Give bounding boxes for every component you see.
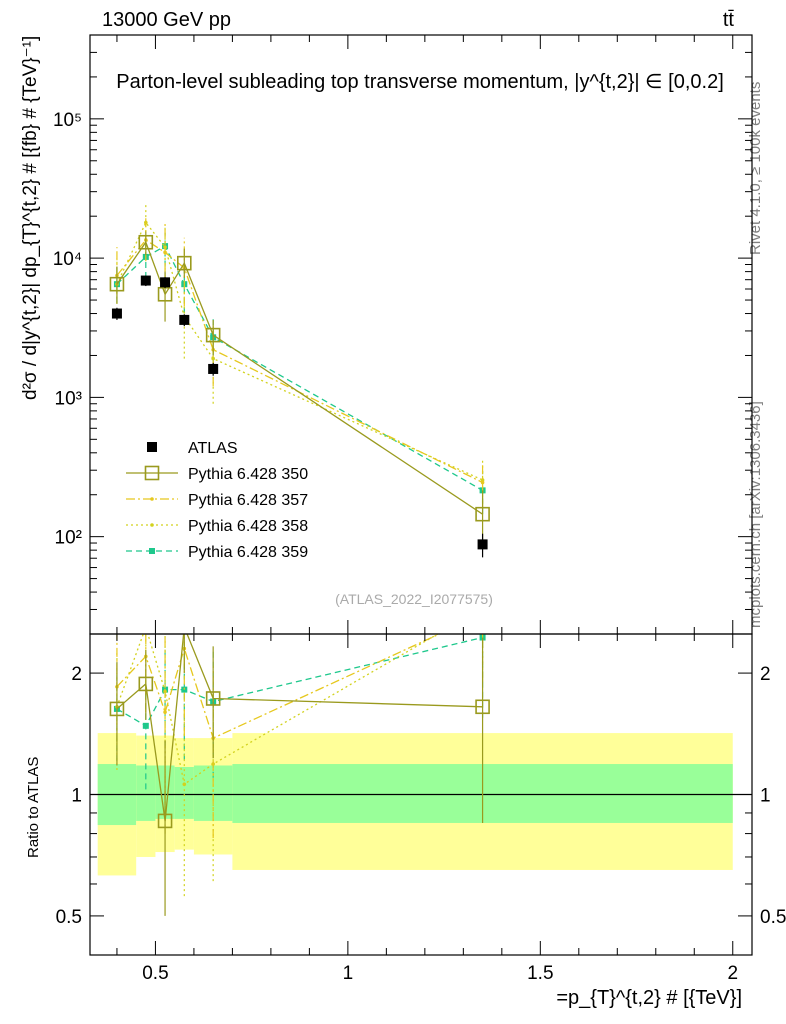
legend-entry-p357: Pythia 6.428 357 [126, 492, 308, 509]
side-credit: mcplots.cern.ch [arXiv:1306.3436] [747, 401, 764, 628]
x-tick-label: 1 [343, 963, 354, 984]
data-point-p350 [475, 506, 490, 522]
legend-entry-p359: Pythia 6.428 359 [126, 544, 308, 561]
side-version: Rivet 4.1.0, ≥ 100k events [747, 82, 764, 255]
series-line-p358 [116, 221, 483, 481]
y-tick-label: 2 [71, 664, 82, 685]
y-tick-label: 1 [71, 786, 82, 807]
plot-frame [89, 633, 753, 956]
data-point-p359 [142, 722, 149, 729]
data-point-p350 [109, 276, 125, 292]
series-line-p359 [116, 636, 483, 727]
header-right: tt̄ [723, 9, 735, 31]
data-point-atlas [477, 539, 488, 550]
legend-marker [144, 465, 160, 481]
data-point-atlas [179, 314, 190, 325]
data-point-atlas [140, 275, 151, 286]
data-point-p359 [181, 686, 188, 693]
data-point-p358 [211, 356, 215, 361]
data-point-p350 [176, 255, 192, 271]
series-line-p358 [116, 634, 439, 786]
y-tick-label: 10⁴ [53, 249, 82, 270]
data-point-p357 [481, 612, 485, 616]
data-point-p357 [480, 480, 485, 485]
legend-entry-p358: Pythia 6.428 358 [126, 518, 308, 535]
band-inner [174, 766, 194, 819]
series-atlas [111, 275, 488, 558]
series-line-p350 [116, 634, 483, 821]
x-axis-title: =p_{T}^{t,2} # [{TeV}] [556, 987, 742, 1009]
series-line-p357 [116, 239, 483, 484]
x-tick-label: 0.5 [142, 963, 168, 984]
legend-label: Pythia 6.428 359 [188, 544, 308, 561]
data-point-atlas [160, 277, 171, 288]
data-point-p350 [475, 699, 490, 715]
header-left: 13000 GeV pp [102, 9, 231, 31]
legend-entry-atlas: ATLAS [147, 440, 238, 457]
x-tick-label: 2 [727, 963, 738, 984]
y-tick-label-right: 1 [760, 786, 771, 807]
legend-label: Pythia 6.428 350 [188, 466, 308, 483]
band-inner [136, 765, 156, 821]
data-point-atlas [208, 363, 219, 374]
legend-entry-p350: Pythia 6.428 350 [126, 465, 308, 483]
x-tick-label: 1.5 [527, 963, 553, 984]
main-panel: 10² 10³ 10⁴ 10⁵ [53, 34, 753, 635]
ratio-panel: 0.5 0.5 1 1 2 2 0.5 1 1.5 2 [56, 612, 786, 984]
y-axis-title-ratio: Ratio to ATLAS [25, 757, 42, 858]
data-point-atlas [111, 308, 122, 319]
data-point-p350 [138, 234, 154, 250]
legend-label: Pythia 6.428 357 [188, 492, 308, 509]
data-point-p350 [138, 676, 154, 692]
data-point-p350 [176, 634, 192, 635]
plot-title: Parton-level subleading top transverse m… [116, 71, 724, 93]
data-point-p350 [109, 701, 125, 717]
legend: ATLAS Pythia 6.428 350 Pythia 6.428 357 Pyt… [126, 440, 308, 561]
series-line-p359 [116, 245, 483, 491]
y-tick-label: 10⁵ [53, 110, 82, 131]
series-p358 [115, 205, 485, 503]
legend-label: Pythia 6.428 358 [188, 518, 308, 535]
legend-label: ATLAS [188, 440, 238, 457]
y-tick-label: 0.5 [56, 907, 82, 928]
y-axis-title-main: d²σ / d|y^{t,2}| dp_{T}^{t,2} # [{fb} # … [20, 36, 41, 400]
data-point-p357 [163, 250, 167, 255]
data-point-p350 [205, 327, 221, 343]
legend-marker [150, 523, 154, 527]
y-tick-label-right: 2 [760, 664, 771, 685]
data-point-p357 [163, 710, 167, 714]
watermark: (ATLAS_2022_I2077575) [335, 591, 493, 607]
y-tick-label: 10² [55, 528, 82, 549]
series-p350 [109, 634, 490, 916]
legend-marker [149, 548, 155, 554]
y-tick-label: 10³ [55, 388, 82, 409]
series-p357 [115, 217, 485, 509]
uncertainty-bands [97, 733, 733, 876]
y-tick-label-right: 0.5 [760, 907, 786, 928]
data-point-p358 [182, 782, 187, 787]
data-point-p358 [144, 625, 148, 629]
data-point-p350 [157, 813, 173, 829]
legend-marker [147, 442, 157, 452]
series-line-p357 [116, 634, 441, 739]
data-point-p350 [205, 691, 221, 706]
legend-marker [150, 497, 154, 501]
